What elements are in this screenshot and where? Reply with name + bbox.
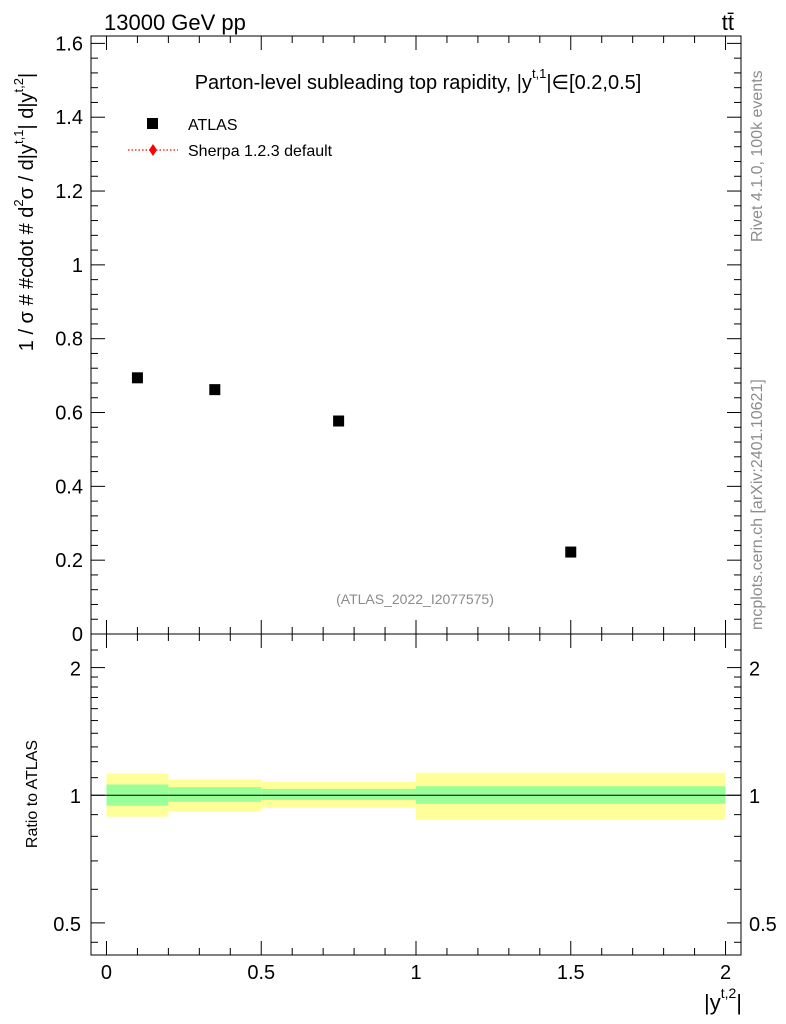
xlabel-sup: t,2: [721, 985, 737, 1001]
main-y-tick-label: 0: [72, 624, 83, 646]
ratio-y-tick-label: 2: [70, 659, 81, 681]
x-axis-label: |yt,2|: [704, 985, 742, 1015]
chart-title-sup: t,1: [532, 66, 546, 81]
analysis-watermark: (ATLAS_2022_I2077575): [336, 591, 494, 607]
x-tick-label: 1: [410, 962, 421, 984]
ratio-band-stat: [261, 788, 416, 800]
ylabel-part-c: σ / d|y: [16, 144, 38, 199]
atlas-data-point: [333, 415, 345, 427]
atlas-data-point: [565, 546, 577, 558]
chart-title: Parton-level subleading top rapidity, |y…: [195, 66, 642, 94]
main-y-axis-label: 1 / σ # #cdot # d2σ / d|yt,1| d|yt,2|: [11, 73, 38, 351]
main-y-tick-label: 0.2: [55, 550, 83, 572]
xlabel-main: |y: [704, 990, 721, 1015]
main-y-tick-labels: 0 0.2 0.4 0.6 0.8 1 1.2 1.4 1.6: [55, 33, 83, 646]
legend-sherpa-label: Sherpa 1.2.3 default: [188, 143, 333, 160]
ratio-y-tick-label-right: 0.5: [749, 914, 777, 936]
main-y-tick-label: 0.6: [55, 403, 83, 425]
chart-title-main: Parton-level subleading top rapidity, |y: [195, 72, 532, 94]
ratio-axis-ticks: [91, 634, 741, 955]
main-panel: 0 0.2 0.4 0.6 0.8 1 1.2 1.4 1.6 Parton-level sub…: [11, 33, 742, 646]
mcplots-label: mcplots.cern.ch [arXiv:2401.10621]: [749, 379, 766, 630]
ratio-y-axis-label: Ratio to ATLAS: [24, 740, 41, 848]
legend-atlas-label: ATLAS: [188, 117, 238, 134]
main-axis-ticks: [91, 36, 741, 635]
ratio-y-tick-label-right: 1: [749, 786, 760, 808]
ylabel-part-d: t,1: [11, 130, 26, 144]
ratio-y-tick-labels: 0.5 0.5 1 1 2 2: [53, 659, 777, 936]
main-y-tick-label: 0.4: [55, 476, 83, 498]
ylabel-part-e: | d|y: [16, 92, 38, 129]
x-tick-label: 1.5: [557, 962, 585, 984]
ratio-bands: [106, 772, 726, 820]
xlabel-tail: |: [736, 990, 742, 1015]
ratio-y-tick-label: 0.5: [53, 914, 81, 936]
x-tick-label: 0.5: [247, 962, 275, 984]
atlas-data-point: [131, 372, 143, 384]
x-tick-label: 0: [101, 962, 112, 984]
x-tick-label: 2: [720, 962, 731, 984]
process-label: tt̄: [722, 10, 734, 35]
ylabel-part-a: 1 / σ # #cdot # d: [16, 207, 38, 352]
chart-title-tail: |∈[0.2,0.5]: [546, 72, 641, 94]
atlas-data-point: [209, 384, 221, 396]
rivet-label: Rivet 4.1.0, 100k events: [749, 70, 766, 242]
main-y-tick-label: 1: [72, 255, 83, 277]
legend-sherpa-marker: [149, 144, 157, 156]
ratio-x-tick-labels: 0 0.5 1 1.5 2: [101, 962, 731, 984]
ratio-y-tick-label-right: 2: [749, 659, 760, 681]
ratio-y-tick-label: 1: [70, 786, 81, 808]
ylabel-part-f: t,2: [11, 78, 26, 92]
main-data-points: [131, 372, 577, 558]
legend-atlas-marker: [147, 118, 158, 129]
ratio-panel: 0.5 0.5 1 1 2 2 0 0.5 1 1.5 2 Ratio to ATLAS |yt,…: [24, 633, 777, 1015]
ylabel-part-b: 2: [11, 199, 26, 206]
main-y-tick-label: 1.4: [55, 107, 83, 129]
main-y-tick-label: 0.8: [55, 329, 83, 351]
main-y-tick-label: 1.2: [55, 181, 83, 203]
ratio-band-stat: [168, 787, 262, 802]
main-y-tick-label: 1.6: [55, 33, 83, 55]
ylabel-part-g: |: [16, 73, 38, 78]
energy-label: 13000 GeV pp: [104, 10, 246, 35]
